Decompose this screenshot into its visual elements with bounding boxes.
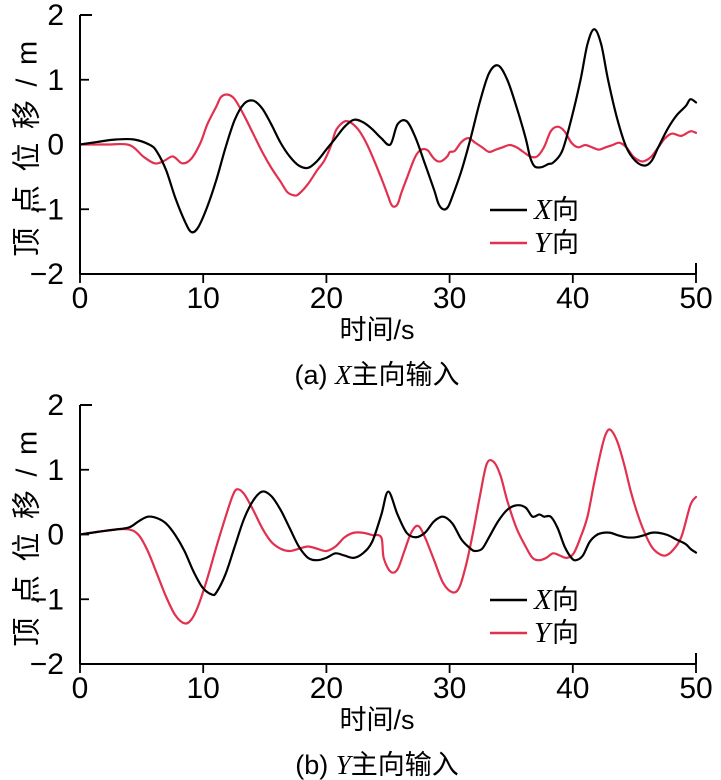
svg-text:0: 0	[72, 672, 89, 705]
svg-text:30: 30	[433, 282, 466, 315]
svg-text:40: 40	[556, 282, 589, 315]
svg-text:50: 50	[679, 282, 712, 315]
svg-text:10: 10	[187, 672, 220, 705]
svg-text:2: 2	[47, 390, 64, 422]
svg-text:向: 向	[552, 585, 579, 615]
svg-text:向: 向	[552, 195, 579, 225]
svg-text:X: X	[533, 584, 553, 616]
svg-text:40: 40	[556, 672, 589, 705]
svg-text:30: 30	[433, 672, 466, 705]
svg-text:0: 0	[47, 129, 64, 162]
svg-text:10: 10	[187, 282, 220, 315]
svg-text:1: 1	[47, 64, 64, 97]
svg-text:Y: Y	[534, 617, 553, 649]
svg-text:50: 50	[679, 672, 712, 705]
svg-text:2: 2	[47, 0, 64, 32]
svg-text:1: 1	[47, 454, 64, 487]
svg-text:向: 向	[552, 618, 579, 648]
svg-text:0: 0	[72, 282, 89, 315]
svg-text:Y: Y	[534, 227, 553, 259]
svg-text:向: 向	[552, 228, 579, 258]
svg-text:0: 0	[47, 519, 64, 552]
svg-text:X: X	[533, 194, 553, 226]
svg-text:20: 20	[310, 282, 343, 315]
svg-text:20: 20	[310, 672, 343, 705]
